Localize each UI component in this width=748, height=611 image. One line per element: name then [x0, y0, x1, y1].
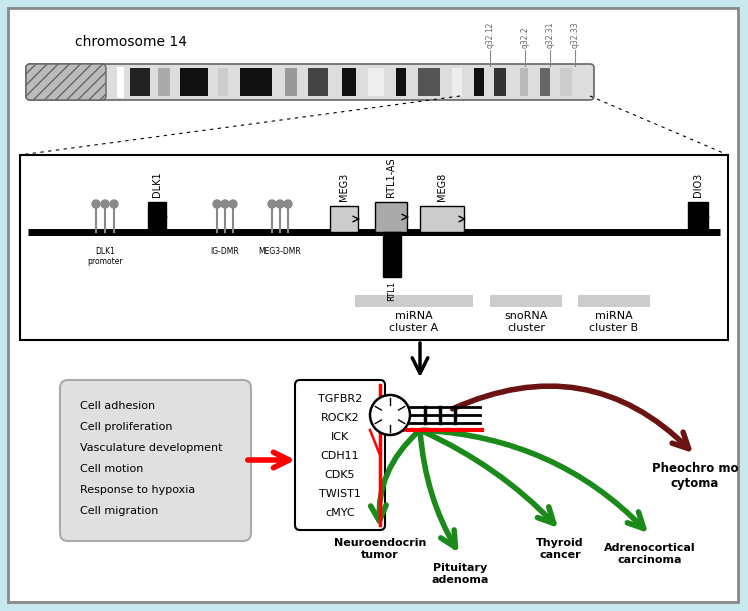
Bar: [494, 68, 506, 96]
Text: CDH11: CDH11: [321, 451, 359, 461]
Bar: [688, 202, 708, 232]
Circle shape: [213, 200, 221, 208]
Bar: [308, 68, 328, 96]
Circle shape: [110, 200, 118, 208]
Circle shape: [268, 200, 276, 208]
Text: ROCK2: ROCK2: [321, 413, 359, 423]
Circle shape: [229, 200, 237, 208]
Text: chromosome 14: chromosome 14: [75, 35, 187, 49]
Text: Cell motion: Cell motion: [80, 464, 144, 474]
Text: Cell proliferation: Cell proliferation: [80, 422, 173, 432]
Circle shape: [276, 200, 284, 208]
Circle shape: [284, 200, 292, 208]
Bar: [578, 295, 650, 307]
Text: DIO3: DIO3: [693, 173, 703, 197]
Bar: [285, 68, 297, 96]
Circle shape: [221, 200, 229, 208]
Text: q32.31: q32.31: [545, 21, 554, 48]
Text: Response to hypoxia: Response to hypoxia: [80, 485, 195, 495]
Text: MEG3: MEG3: [339, 173, 349, 201]
Circle shape: [92, 200, 100, 208]
Text: TGFBR2: TGFBR2: [318, 394, 362, 404]
Bar: [355, 295, 473, 307]
Bar: [180, 68, 208, 96]
FancyBboxPatch shape: [20, 155, 728, 340]
Text: RTL1-AS: RTL1-AS: [386, 158, 396, 197]
Text: Pituitary
adenoma: Pituitary adenoma: [432, 563, 488, 585]
Circle shape: [101, 200, 109, 208]
Bar: [490, 295, 562, 307]
Bar: [560, 68, 572, 96]
Text: q32.33: q32.33: [571, 21, 580, 48]
Bar: [368, 68, 384, 96]
Text: q32.12: q32.12: [485, 21, 494, 48]
Text: DLK1: DLK1: [152, 171, 162, 197]
FancyBboxPatch shape: [8, 8, 738, 602]
Text: Vasculature development: Vasculature development: [80, 443, 222, 453]
Circle shape: [370, 395, 410, 435]
Text: DLK1
promoter: DLK1 promoter: [88, 247, 123, 266]
FancyBboxPatch shape: [26, 64, 106, 100]
Bar: [540, 68, 550, 96]
Text: Pheochro mo
cytoma: Pheochro mo cytoma: [652, 462, 738, 490]
Text: RTL1: RTL1: [387, 281, 396, 301]
FancyBboxPatch shape: [60, 380, 251, 541]
Text: MEG8: MEG8: [437, 173, 447, 201]
Bar: [418, 68, 440, 96]
Bar: [148, 202, 166, 232]
Bar: [452, 68, 462, 96]
Text: q32.2: q32.2: [521, 26, 530, 48]
Bar: [240, 68, 272, 96]
Bar: [130, 68, 150, 96]
Bar: [474, 68, 484, 96]
Bar: [342, 68, 356, 96]
Text: Cell migration: Cell migration: [80, 506, 159, 516]
Bar: [420, 206, 464, 232]
Text: IG-DMR: IG-DMR: [211, 247, 239, 256]
Bar: [396, 68, 406, 96]
Text: CDK5: CDK5: [325, 470, 355, 480]
Text: miRNA
cluster B: miRNA cluster B: [589, 311, 639, 332]
Text: snoRNA
cluster: snoRNA cluster: [504, 311, 548, 332]
Text: ICK: ICK: [331, 432, 349, 442]
Text: miRNA
cluster A: miRNA cluster A: [390, 311, 438, 332]
Text: TWIST1: TWIST1: [319, 489, 361, 499]
Text: cMYC: cMYC: [325, 508, 355, 518]
FancyBboxPatch shape: [26, 64, 594, 100]
Bar: [383, 232, 401, 277]
Bar: [218, 68, 228, 96]
Text: Thyroid
cancer: Thyroid cancer: [536, 538, 583, 560]
Bar: [330, 206, 358, 232]
FancyBboxPatch shape: [295, 380, 385, 530]
Text: Cell adhesion: Cell adhesion: [80, 401, 155, 411]
Text: MEG3-DMR: MEG3-DMR: [259, 247, 301, 256]
Text: Adrenocortical
carcinoma: Adrenocortical carcinoma: [604, 543, 696, 565]
Bar: [158, 68, 170, 96]
Text: Neuroendocrin
tumor: Neuroendocrin tumor: [334, 538, 426, 560]
Bar: [520, 68, 528, 96]
Bar: [375, 202, 407, 232]
